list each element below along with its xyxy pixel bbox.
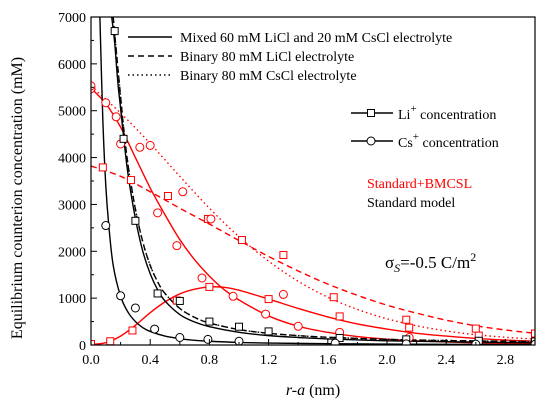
series-line-standard-solid-4 xyxy=(111,17,535,344)
label-standard-model: Standard model xyxy=(367,196,455,211)
series-line-bmcsl-solid-0 xyxy=(91,286,535,345)
data-point-square-bmcsl xyxy=(405,323,414,332)
x-tick-label: 1.6 xyxy=(319,353,337,368)
data-point-circle-bmcsl xyxy=(111,112,121,122)
y-tick-label: 5000 xyxy=(58,105,86,120)
legend-cs-rest: concentration xyxy=(419,136,499,151)
data-point-circle-standard xyxy=(401,339,411,345)
data-point-circle-bmcsl xyxy=(101,98,111,108)
y-tick-label: 1000 xyxy=(58,292,86,307)
x-tick-label: 2.0 xyxy=(378,353,396,368)
data-point-circle-bmcsl xyxy=(261,309,271,319)
x-axis-title-italic: r-a xyxy=(286,382,305,399)
data-point-circle-standard xyxy=(101,221,111,231)
legend-circle-marker xyxy=(366,136,376,146)
data-point-circle-bmcsl xyxy=(293,321,303,331)
data-point-square-bmcsl xyxy=(126,176,135,185)
y-tick-label: 4000 xyxy=(58,152,86,167)
y-axis-title: Equilibrium counterion concentration (mM… xyxy=(9,57,26,339)
data-point-square-bmcsl xyxy=(471,324,480,333)
data-point-square-bmcsl xyxy=(163,191,172,200)
data-point-circle-bmcsl xyxy=(178,187,188,197)
sigma-symbol: σ xyxy=(385,253,394,272)
sigma-value: =-0.5 C/m xyxy=(400,253,470,272)
data-point-circle-bmcsl xyxy=(206,214,216,224)
x-tick-label: 2.4 xyxy=(437,353,455,368)
data-point-square-bmcsl xyxy=(335,312,344,321)
y-tick-label: 3000 xyxy=(58,198,86,213)
legend-lines: Mixed 60 mM LiCl and 20 mM CsCl electrol… xyxy=(128,31,452,84)
data-point-circle-bmcsl xyxy=(172,241,182,251)
y-tick-label: 6000 xyxy=(58,58,86,73)
data-point-square-standard xyxy=(205,317,214,326)
axes-layer: 0.0 0.4 0.8 1.2 1.6 2.0 2.4 2.8 0 1000 2000 3000 400… xyxy=(58,11,536,368)
data-point-circle-standard xyxy=(203,334,213,344)
x-axis-title: r-a (nm) xyxy=(286,382,340,399)
legend-text-cscl: Binary 80 mM CsCl electrolyte xyxy=(180,69,357,84)
legend-text-licl: Binary 80 mM LiCl electrolyte xyxy=(180,50,354,65)
x-tick-label: 0.4 xyxy=(141,353,159,368)
legend-text-cs: Cs+ concentration xyxy=(398,131,499,151)
data-point-circle-bmcsl xyxy=(228,291,238,301)
x-tick-label: 0.0 xyxy=(82,353,100,368)
data-point-circle-bmcsl xyxy=(145,140,155,150)
data-point-square-standard xyxy=(335,333,344,342)
data-point-square-bmcsl xyxy=(205,282,214,291)
legend-cs-sup: + xyxy=(413,131,419,143)
data-point-square-bmcsl xyxy=(98,163,107,172)
data-point-square-bmcsl xyxy=(279,251,288,260)
data-point-circle-standard xyxy=(330,338,340,345)
legend-square-marker xyxy=(367,109,375,117)
data-point-square-bmcsl xyxy=(106,337,115,345)
y-tick-label: 2000 xyxy=(58,245,86,260)
legend-markers: Li+ concentration Cs+ concentration xyxy=(351,103,499,151)
data-point-square-bmcsl xyxy=(264,295,273,304)
data-point-circle-standard xyxy=(234,336,244,345)
data-point-square-standard xyxy=(153,289,162,298)
data-point-square-standard xyxy=(235,322,243,331)
data-point-circle-standard xyxy=(530,339,535,345)
series-line-bmcsl-dotted-3 xyxy=(91,85,535,340)
surface-charge-annotation: σS=-0.5 C/m2 xyxy=(385,250,476,275)
data-point-circle-bmcsl xyxy=(91,81,96,91)
data-point-square-bmcsl xyxy=(91,340,95,345)
data-point-square-bmcsl xyxy=(128,326,137,335)
data-point-square-standard xyxy=(119,134,128,143)
data-point-square-bmcsl xyxy=(237,236,246,245)
data-point-square-bmcsl xyxy=(531,329,535,338)
legend-text-mixed: Mixed 60 mM LiCl and 20 mM CsCl electrol… xyxy=(180,31,452,46)
x-tick-label: 0.8 xyxy=(201,353,219,368)
data-point-square-standard xyxy=(264,327,273,336)
legend-text-li: Li+ concentration xyxy=(398,103,496,123)
data-point-circle-standard xyxy=(175,333,185,343)
label-standard-bmcsl: Standard+BMCSL xyxy=(367,177,472,192)
data-point-circle-standard xyxy=(150,324,160,334)
legend-li-sup: + xyxy=(410,103,416,115)
data-point-square-bmcsl xyxy=(402,315,411,324)
data-point-square-standard xyxy=(110,27,119,36)
data-point-circle-bmcsl xyxy=(153,208,163,218)
sigma-subscript: S xyxy=(394,261,400,275)
legend-li-rest: concentration xyxy=(417,108,497,123)
data-point-circle-standard xyxy=(116,291,126,301)
data-point-square-standard xyxy=(175,296,184,305)
x-tick-label: 2.8 xyxy=(497,353,515,368)
y-tick-label: 0 xyxy=(79,339,86,354)
x-tick-label: 1.2 xyxy=(260,353,278,368)
data-point-circle-bmcsl xyxy=(135,142,145,152)
x-axis-title-unit: (nm) xyxy=(305,382,340,399)
data-point-square-standard xyxy=(131,216,140,225)
y-tick-label: 7000 xyxy=(58,11,86,26)
data-point-circle-bmcsl xyxy=(278,289,288,299)
legend-cs-base: Cs xyxy=(398,136,413,151)
legend-li-base: Li xyxy=(398,108,411,123)
data-point-square-bmcsl xyxy=(329,293,338,302)
data-point-circle-standard xyxy=(130,303,140,313)
sigma-superscript: 2 xyxy=(470,250,476,264)
data-point-circle-bmcsl xyxy=(197,273,207,283)
